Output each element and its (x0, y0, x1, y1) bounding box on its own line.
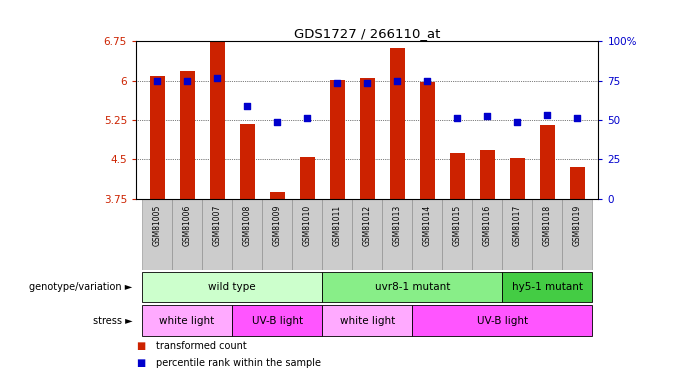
Text: GSM81008: GSM81008 (243, 204, 252, 246)
Text: ■: ■ (136, 358, 146, 368)
Text: white light: white light (159, 316, 215, 326)
Point (572, 116, 583, 122)
Text: white light: white light (339, 316, 395, 326)
Point (362, 80, 373, 86)
FancyBboxPatch shape (562, 199, 592, 270)
Bar (449, 153, 465, 199)
Text: GSM81013: GSM81013 (393, 204, 402, 246)
Bar (300, 157, 315, 199)
Point (392, 78, 403, 84)
Text: percentile rank within the sample: percentile rank within the sample (156, 358, 322, 368)
Bar (180, 71, 194, 199)
FancyBboxPatch shape (473, 199, 503, 270)
FancyBboxPatch shape (532, 199, 562, 270)
Bar (209, 41, 224, 199)
Text: genotype/variation ►: genotype/variation ► (29, 282, 133, 292)
FancyBboxPatch shape (322, 272, 503, 302)
Text: GSM81010: GSM81010 (303, 204, 311, 246)
Text: GSM81011: GSM81011 (333, 204, 341, 246)
FancyBboxPatch shape (202, 199, 232, 270)
Bar (239, 124, 254, 199)
Bar (150, 76, 165, 199)
Text: GSM81005: GSM81005 (152, 204, 162, 246)
Text: GSM81007: GSM81007 (213, 204, 222, 246)
Text: GSM81016: GSM81016 (483, 204, 492, 246)
FancyBboxPatch shape (142, 199, 172, 270)
Point (452, 116, 462, 122)
Point (152, 78, 163, 84)
Point (332, 80, 343, 86)
FancyBboxPatch shape (322, 305, 412, 336)
FancyBboxPatch shape (142, 272, 322, 302)
FancyBboxPatch shape (412, 305, 592, 336)
FancyBboxPatch shape (322, 199, 352, 270)
Text: GSM81012: GSM81012 (362, 204, 372, 246)
Bar (420, 82, 435, 199)
FancyBboxPatch shape (262, 199, 292, 270)
Text: GSM81014: GSM81014 (423, 204, 432, 246)
Point (512, 118, 523, 124)
Text: GSM81009: GSM81009 (273, 204, 282, 246)
Text: GSM81017: GSM81017 (513, 204, 522, 246)
Text: transformed count: transformed count (156, 341, 247, 351)
FancyBboxPatch shape (503, 272, 592, 302)
Bar (510, 158, 525, 199)
Point (241, 103, 252, 109)
Text: GSM81006: GSM81006 (182, 204, 192, 246)
Point (211, 75, 222, 81)
Bar (540, 125, 555, 199)
FancyBboxPatch shape (232, 199, 262, 270)
Text: GSM81018: GSM81018 (543, 204, 552, 246)
Text: GSM81019: GSM81019 (573, 204, 582, 246)
FancyBboxPatch shape (172, 199, 202, 270)
Title: GDS1727 / 266110_at: GDS1727 / 266110_at (294, 27, 441, 40)
Bar (360, 78, 375, 199)
Point (482, 113, 493, 119)
Point (182, 78, 192, 84)
FancyBboxPatch shape (292, 199, 322, 270)
Text: wild type: wild type (208, 282, 256, 292)
Bar (330, 80, 345, 199)
Bar (269, 192, 285, 199)
Bar (570, 167, 585, 199)
Text: UV-B light: UV-B light (477, 316, 528, 326)
Point (422, 78, 432, 84)
Point (542, 112, 553, 118)
Point (272, 118, 283, 124)
Bar (480, 150, 495, 199)
Text: ■: ■ (136, 341, 146, 351)
Point (302, 116, 313, 122)
Text: hy5-1 mutant: hy5-1 mutant (512, 282, 583, 292)
FancyBboxPatch shape (382, 199, 412, 270)
FancyBboxPatch shape (503, 199, 532, 270)
Text: stress ►: stress ► (93, 316, 133, 326)
FancyBboxPatch shape (442, 199, 473, 270)
Text: UV-B light: UV-B light (252, 316, 303, 326)
FancyBboxPatch shape (142, 305, 232, 336)
Text: GSM81015: GSM81015 (453, 204, 462, 246)
FancyBboxPatch shape (412, 199, 442, 270)
Text: uvr8-1 mutant: uvr8-1 mutant (375, 282, 450, 292)
Bar (390, 48, 405, 199)
FancyBboxPatch shape (232, 305, 322, 336)
FancyBboxPatch shape (352, 199, 382, 270)
